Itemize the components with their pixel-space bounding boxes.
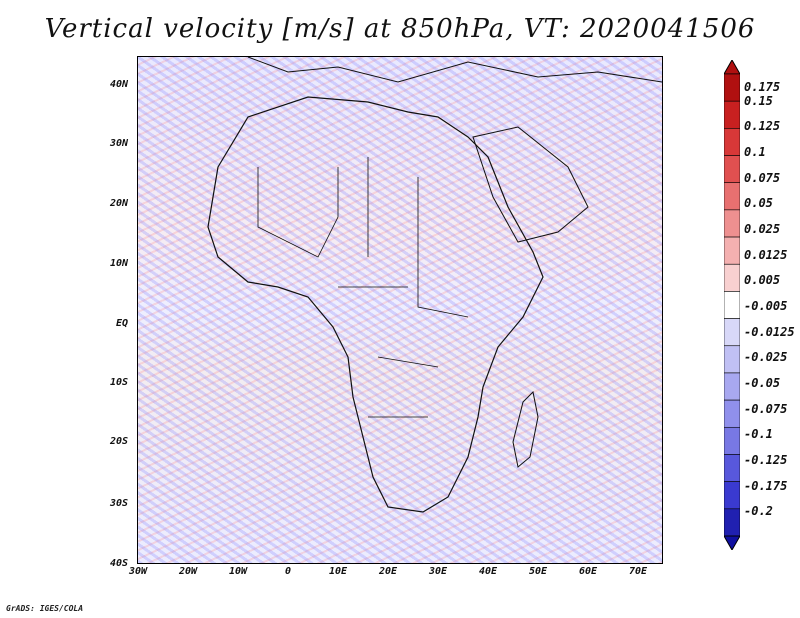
lon-label-30w: 30W — [128, 566, 148, 577]
lon-label-50e: 50E — [528, 566, 548, 577]
colorbar — [724, 60, 740, 550]
colorbar-label: 0.075 — [744, 170, 781, 185]
colorbar-cell — [724, 182, 740, 211]
europe-outline — [247, 57, 662, 83]
colorbar-cell — [724, 73, 740, 102]
africa-coastline — [207, 96, 544, 513]
lat-label-30n: 30N — [109, 138, 128, 149]
colorbar-cell — [724, 426, 740, 455]
colorbar-label: -0.175 — [744, 478, 788, 493]
colorbar-label: -0.025 — [744, 350, 788, 365]
madagascar-outline — [512, 390, 539, 468]
lat-label-40s: 40S — [109, 558, 128, 569]
colorbar-label: 0.05 — [744, 196, 773, 211]
lon-label-60e: 60E — [578, 566, 598, 577]
lat-label-10s: 10S — [109, 377, 128, 388]
colorbar-label: 0.125 — [744, 119, 781, 134]
colorbar-label: -0.0125 — [744, 324, 795, 339]
colorbar-label: -0.2 — [744, 504, 773, 519]
lon-label-30e: 30E — [428, 566, 448, 577]
credit-text: GrADS: IGES/COLA — [6, 604, 84, 613]
colorbar-cell — [724, 263, 740, 292]
map-plot — [137, 56, 663, 564]
colorbar-label: 0.1 — [744, 145, 766, 159]
lon-label-10e: 10E — [328, 566, 348, 577]
colorbar-top-arrow — [724, 60, 740, 75]
colorbar-cell — [724, 454, 740, 482]
colorbar-cell — [724, 155, 740, 184]
lon-label-70e: 70E — [628, 566, 648, 577]
lat-label-10n: 10N — [109, 258, 128, 269]
colorbar-label: -0.125 — [744, 453, 788, 467]
map-title: Vertical velocity [m/s] at 850hPa, VT: 2… — [44, 14, 756, 44]
lat-label-20s: 20S — [109, 436, 128, 447]
colorbar-cell — [724, 236, 740, 265]
arabia-outline — [472, 126, 589, 243]
lat-label-30s: 30S — [109, 498, 128, 509]
lon-label-0: 0 — [284, 566, 292, 577]
colorbar-cell — [724, 508, 740, 537]
colorbar-label: -0.075 — [744, 401, 788, 416]
colorbar-label: -0.005 — [744, 299, 788, 313]
lon-label-20w: 20W — [178, 566, 198, 577]
colorbar-label: 0.025 — [744, 222, 781, 236]
lon-label-20e: 20E — [378, 566, 398, 577]
colorbar-label: 0.0125 — [744, 247, 788, 262]
colorbar-bottom-arrow — [724, 535, 740, 550]
country-borders — [257, 157, 469, 418]
lat-label-40n: 40N — [109, 79, 128, 90]
lon-label-10w: 10W — [228, 566, 248, 577]
colorbar-label: 0.175 — [744, 80, 781, 94]
colorbar-cell — [724, 100, 740, 129]
colorbar-label: -0.05 — [744, 376, 781, 390]
colorbar-label: 0.15 — [744, 93, 773, 108]
colorbar-cell — [724, 399, 740, 428]
colorbar-cell — [724, 481, 740, 510]
map-svg — [207, 57, 662, 513]
lat-label-20n: 20N — [109, 198, 128, 209]
colorbar-label: -0.1 — [744, 427, 773, 442]
colorbar-label: 0.005 — [744, 273, 781, 288]
colorbar-cell — [724, 345, 740, 374]
colorbar-cell — [724, 291, 740, 319]
lat-label-eq: EQ — [115, 318, 128, 329]
colorbar-cell — [724, 372, 740, 401]
lon-label-40e: 40E — [478, 566, 498, 577]
colorbar-cell — [724, 209, 740, 238]
colorbar-cell — [724, 318, 740, 347]
colorbar-cell — [724, 128, 740, 156]
